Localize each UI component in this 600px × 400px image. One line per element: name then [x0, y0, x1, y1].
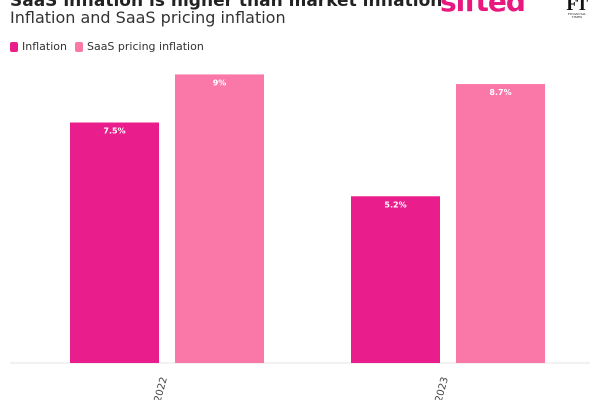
legend-item-inflation[interactable]: Inflation	[10, 40, 67, 53]
bar-inflation-2022[interactable]	[70, 122, 159, 364]
legend-label-saas: SaaS pricing inflation	[86, 40, 204, 53]
data-label-inflation-2023: 5.2%	[384, 200, 406, 209]
data-label-inflation-2022: 7.5%	[103, 127, 125, 136]
legend-swatch-inflation	[10, 41, 18, 52]
data-label-saas-pricing-inflation-2022: 9%	[213, 78, 227, 87]
chart-subtitle: Inflation and SaaS pricing inflation	[10, 8, 286, 27]
ft-logo-wordmark: FINANCIAL TIMES	[567, 12, 587, 19]
legend: Inflation SaaS pricing inflation	[10, 40, 204, 53]
x-tick-label-2022: 2022	[153, 376, 170, 400]
bar-saas-pricing-inflation-2023[interactable]	[456, 84, 545, 364]
bar-saas-pricing-inflation-2022[interactable]	[175, 74, 264, 364]
sifted-logo: sifted	[440, 0, 558, 18]
data-label-saas-pricing-inflation-2023: 8.7%	[489, 88, 511, 97]
x-tick-labels-group: 2022 2023	[153, 376, 451, 400]
bar-inflation-2023[interactable]	[351, 196, 440, 363]
sifted-logo-text: sifted	[440, 0, 526, 18]
x-tick-label-2023: 2023	[434, 376, 451, 400]
ft-logo: FT FINANCIAL TIMES	[566, 0, 588, 22]
bars-group	[70, 74, 545, 364]
ft-logo-mark: FT	[566, 0, 588, 14]
legend-swatch-saas	[74, 41, 83, 52]
legend-item-saas[interactable]: SaaS pricing inflation	[74, 40, 204, 53]
legend-label-inflation: Inflation	[22, 40, 67, 53]
chart-title: SaaS inflation is higher than market inf…	[10, 0, 443, 11]
data-labels-group: 7.5% 9% 5.2% 8.7%	[103, 78, 511, 209]
